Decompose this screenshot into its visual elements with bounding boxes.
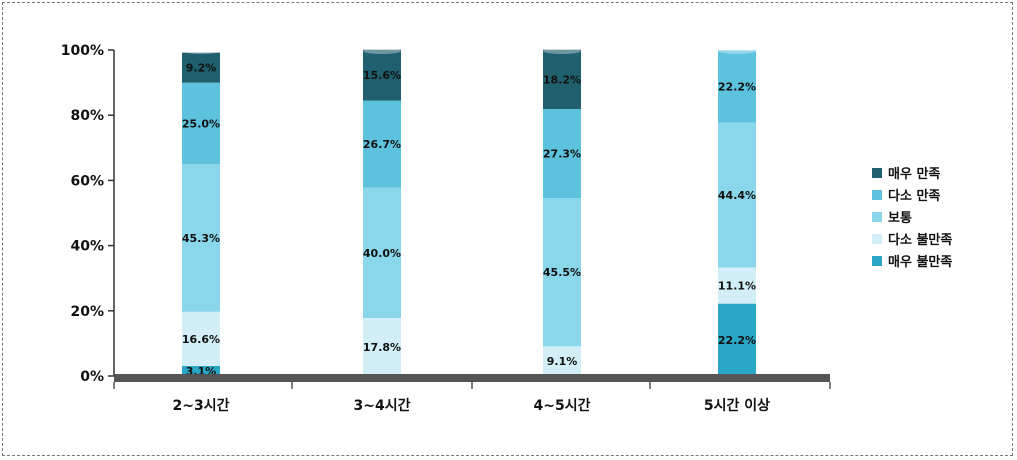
bar-segment <box>718 122 756 268</box>
y-tick-label: 40% <box>70 239 104 255</box>
x-axis: 2~3시간 3~4시간 4~5시간 5시간 이상 <box>113 374 831 414</box>
y-tick-label: 60% <box>70 173 104 189</box>
y-tick-label: 80% <box>70 108 104 124</box>
data-label: 9.2% <box>186 62 217 75</box>
data-label: 45.5% <box>543 266 581 279</box>
x-tick-label: 3~4시간 <box>354 397 411 414</box>
legend-swatch <box>872 256 882 266</box>
bar-cap <box>718 48 756 54</box>
legend-swatch <box>872 234 882 244</box>
bar-segment <box>182 311 220 366</box>
legend-label: 매우 불만족 <box>888 254 952 270</box>
bar-segment <box>363 100 401 188</box>
legend-item: 다소 만족 <box>872 188 940 204</box>
legend-label: 다소 만족 <box>888 188 940 204</box>
data-label: 44.4% <box>718 189 756 202</box>
data-label: 18.2% <box>543 73 581 86</box>
legend-item: 매우 불만족 <box>872 254 952 270</box>
legend-swatch <box>872 190 882 200</box>
x-tick-label: 2~3시간 <box>173 397 230 414</box>
bar-segment <box>543 49 581 110</box>
legend-swatch <box>872 168 882 178</box>
bar-segment <box>363 49 401 101</box>
bar-segment <box>182 52 220 83</box>
bar-cap <box>363 48 401 54</box>
x-tick-label: 5시간 이상 <box>704 397 770 414</box>
data-label: 45.3% <box>182 232 220 245</box>
bar-segment <box>182 365 220 376</box>
data-label: 25.0% <box>182 117 220 130</box>
y-tick-label: 20% <box>70 304 104 320</box>
y-axis: 0% 20% 40% 60% 80% 100% <box>61 43 115 385</box>
legend-item: 매우 만족 <box>872 166 940 182</box>
bar-segment <box>182 82 220 165</box>
bar-segment <box>718 50 756 123</box>
bar-segment <box>718 267 756 304</box>
bar-cap <box>182 48 220 54</box>
bar-segment <box>363 317 401 376</box>
data-label: 16.6% <box>182 333 220 346</box>
bar-segment <box>363 187 401 318</box>
y-tick-label: 0% <box>80 369 104 385</box>
data-label: 15.6% <box>363 69 401 82</box>
legend-item: 다소 불만족 <box>872 232 952 248</box>
legend-item: 보통 <box>872 211 912 226</box>
legend-swatch <box>872 212 882 222</box>
bar-segment <box>718 303 756 376</box>
y-tick-label: 100% <box>61 43 104 59</box>
data-label: 22.2% <box>718 334 756 347</box>
legend-label: 다소 불만족 <box>888 232 952 248</box>
bar-segment <box>182 164 220 312</box>
data-label: 9.1% <box>547 355 578 368</box>
data-label: 26.7% <box>363 138 401 151</box>
bar-segment <box>543 346 581 376</box>
data-label: 27.3% <box>543 148 581 161</box>
legend-label: 보통 <box>888 211 912 226</box>
data-label: 22.2% <box>718 81 756 94</box>
bars: 3.1%16.6%45.3%25.0%9.2%17.8%40.0%26.7%15… <box>182 48 756 378</box>
data-label: 17.8% <box>363 341 401 354</box>
bar-segment <box>543 198 581 347</box>
bar-cap <box>543 48 581 54</box>
x-tick-label: 4~5시간 <box>534 397 591 414</box>
bar-stack: 17.8% 40.0% 26.7% 15.6% <box>363 48 401 376</box>
bar-stack: 9.1% 45.5% 27.3% 18.2% <box>543 48 581 376</box>
bar-stack: 3.1%16.6%45.3%25.0%9.2% <box>182 48 220 378</box>
legend-label: 매우 만족 <box>888 166 940 182</box>
data-label: 40.0% <box>363 247 401 260</box>
data-label: 11.1% <box>718 280 756 293</box>
bar-stack: 22.2% 11.1% 44.4% 22.2% <box>718 48 756 376</box>
bar-segment <box>543 109 581 199</box>
x-axis-base <box>114 374 830 382</box>
